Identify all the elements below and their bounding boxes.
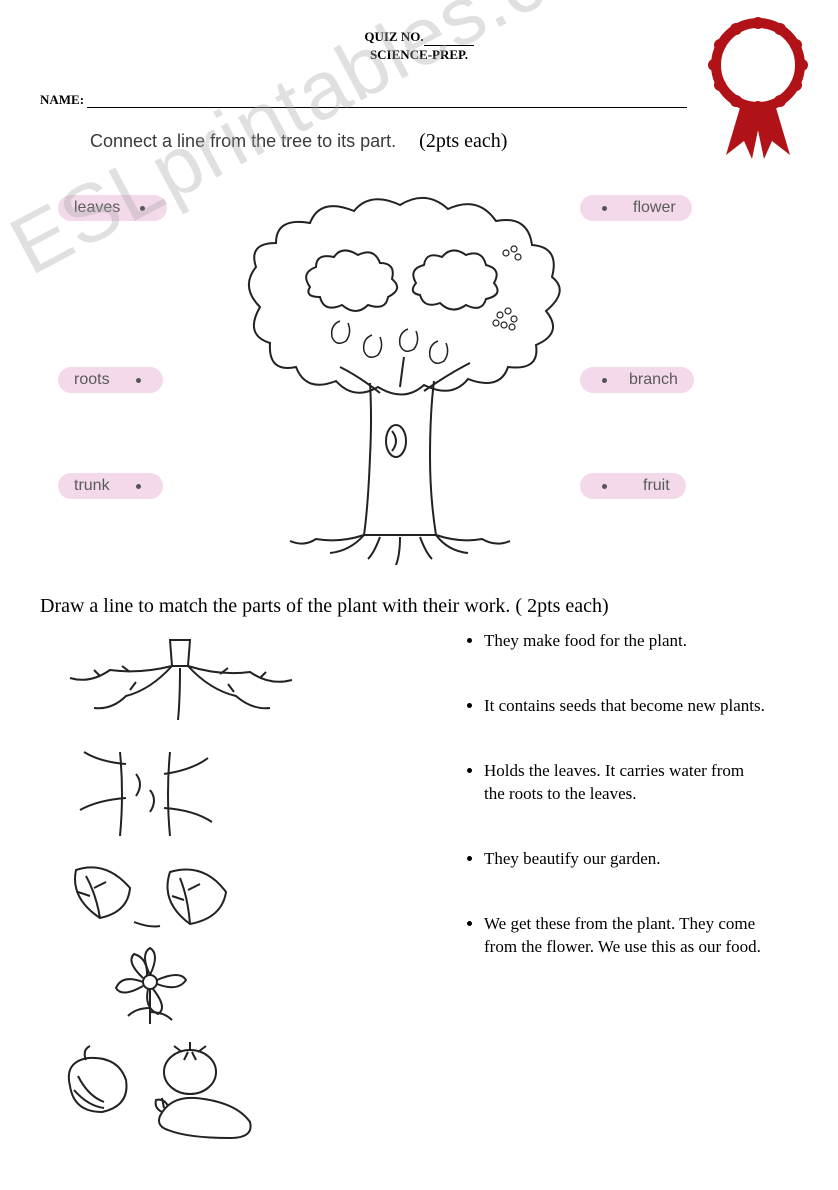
descriptions-list: They make food for the plant. It contain… — [460, 630, 768, 959]
section1-instruction: Connect a line from the tree to its part… — [90, 131, 396, 151]
list-item: We get these from the plant. They come f… — [484, 913, 768, 959]
list-item: They beautify our garden. — [484, 848, 768, 871]
label-text: flower — [633, 199, 676, 217]
roots-illustration — [40, 630, 320, 740]
label-branch[interactable]: branch — [580, 367, 694, 393]
label-roots[interactable]: roots — [58, 367, 163, 393]
stem-illustration — [40, 744, 280, 844]
section1-points: (2pts each) — [419, 130, 507, 152]
tree-illustration — [220, 187, 580, 577]
fruits-illustration — [40, 1036, 300, 1146]
label-text: fruit — [643, 477, 670, 495]
label-text: roots — [74, 371, 110, 389]
award-ribbon-icon — [698, 15, 818, 170]
name-input-line[interactable] — [87, 107, 687, 108]
label-text: leaves — [74, 199, 120, 217]
quiz-number-label: QUIZ NO. — [40, 28, 798, 46]
label-leaves[interactable]: leaves — [58, 195, 167, 221]
label-trunk[interactable]: trunk — [58, 473, 163, 499]
list-item: They make food for the plant. — [484, 630, 768, 653]
label-text: trunk — [74, 477, 110, 495]
list-item: Holds the leaves. It carries water from … — [484, 760, 768, 806]
flower-illustration — [40, 942, 260, 1032]
plant-parts-illustrations — [40, 630, 420, 1150]
name-field-row: NAME: — [40, 92, 798, 108]
label-fruit[interactable]: fruit — [580, 473, 686, 499]
subject-label: SCIENCE-PREP. — [40, 46, 798, 64]
label-text: branch — [629, 371, 678, 389]
name-label: NAME: — [40, 92, 84, 107]
section2-instruction: Draw a line to match the parts of the pl… — [40, 595, 798, 618]
list-item: It contains seeds that become new plants… — [484, 695, 768, 718]
tree-matching-area: leaves roots trunk flower branch fruit — [40, 167, 760, 587]
label-flower[interactable]: flower — [580, 195, 692, 221]
leaves-illustration — [40, 848, 280, 938]
